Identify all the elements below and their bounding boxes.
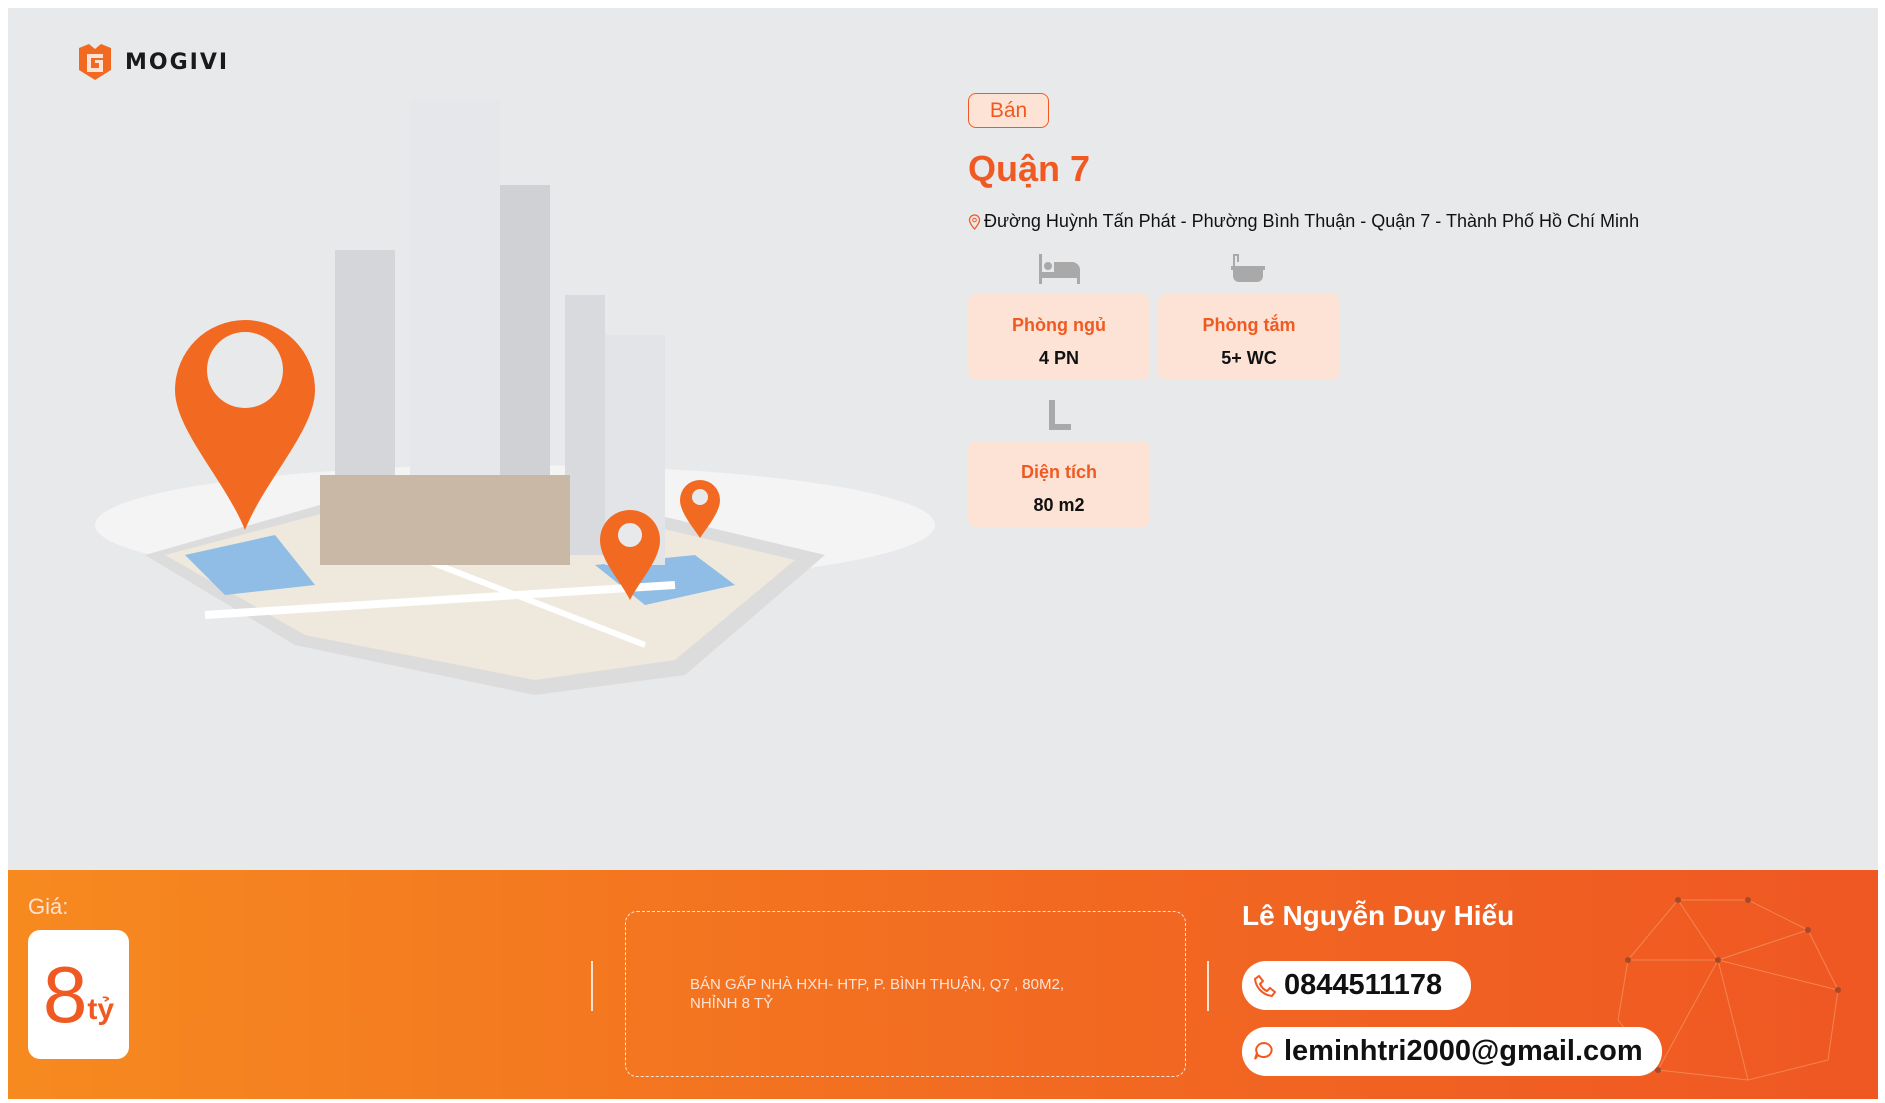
bed-icon bbox=[1039, 254, 1080, 284]
agent-name: Lê Nguyễn Duy Hiếu bbox=[1242, 900, 1515, 931]
phone-icon bbox=[1253, 974, 1277, 997]
listing-type-badge: Bán bbox=[968, 93, 1049, 128]
phone-pill[interactable]: 0844511178 bbox=[1242, 961, 1471, 1010]
location-pin-icon bbox=[968, 213, 981, 230]
network-decoration bbox=[1617, 897, 1841, 1081]
logo-text: MOGIVI bbox=[125, 49, 230, 75]
divider bbox=[1207, 961, 1209, 1011]
feature-label: Diện tích bbox=[1020, 462, 1097, 482]
listing-address: Đường Huỳnh Tấn Phát - Phường Bình Thuận… bbox=[968, 211, 1639, 232]
email-address[interactable]: leminhtri2000@gmail.com bbox=[1284, 1035, 1643, 1067]
price-unit: tỷ bbox=[87, 992, 115, 1026]
price-label: Giá: bbox=[28, 894, 69, 919]
feature-card-area: Diện tích 80 m2 bbox=[968, 441, 1150, 527]
feature-card-bathrooms: Phòng tắm 5+ WC bbox=[1158, 294, 1340, 380]
price-value: 8 bbox=[42, 949, 88, 1039]
divider bbox=[591, 961, 593, 1011]
chat-icon bbox=[1254, 1041, 1273, 1060]
feature-value: 5+ WC bbox=[1221, 348, 1277, 368]
listing-poster bbox=[8, 8, 1878, 870]
bathtub-icon bbox=[1231, 254, 1265, 282]
mogivi-logo-icon bbox=[79, 44, 111, 80]
ruler-icon bbox=[1049, 400, 1071, 430]
footer-band: Giá: 8 tỷ BÁN GẤP NHÀ HXH- HTP, P. BÌNH … bbox=[8, 870, 1878, 1099]
mogivi-logo: MOGIVI bbox=[75, 44, 229, 80]
listing-description: BÁN GẤP NHÀ HXH- HTP, P. BÌNH THUẬN, Q7 … bbox=[625, 911, 1186, 1077]
address-text: Đường Huỳnh Tấn Phát - Phường Bình Thuận… bbox=[984, 211, 1640, 231]
feature-label: Phòng tắm bbox=[1202, 315, 1296, 335]
feature-card-bedrooms: Phòng ngủ 4 PN bbox=[968, 294, 1150, 380]
feature-label: Phòng ngủ bbox=[1012, 315, 1106, 335]
property-illustration bbox=[95, 100, 935, 695]
email-pill[interactable]: leminhtri2000@gmail.com bbox=[1242, 1027, 1662, 1076]
feature-value: 80 m2 bbox=[1033, 495, 1085, 515]
feature-value: 4 PN bbox=[1038, 348, 1080, 368]
listing-title: Quận 7 bbox=[968, 148, 1091, 189]
price-box: 8 tỷ bbox=[28, 930, 129, 1059]
phone-number[interactable]: 0844511178 bbox=[1284, 969, 1443, 1001]
